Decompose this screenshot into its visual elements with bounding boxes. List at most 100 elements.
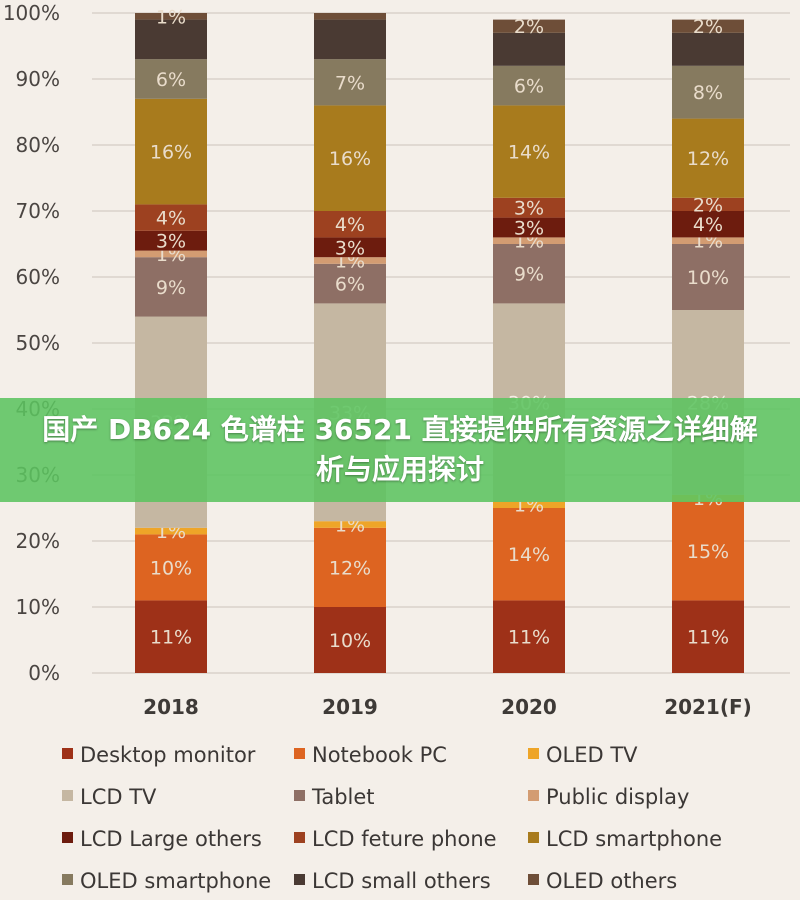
bar-segment: [672, 32, 744, 66]
legend-label: LCD Large others: [80, 827, 262, 851]
legend-label: Tablet: [311, 785, 375, 809]
bar-segment: [135, 230, 207, 251]
data-label: 2%: [693, 16, 723, 38]
data-label: 10%: [329, 630, 371, 652]
data-label: 14%: [508, 544, 550, 566]
bar-segment: [314, 13, 386, 20]
data-label: 6%: [156, 69, 186, 91]
legend-swatch: [62, 790, 73, 801]
y-tick-label: 80%: [16, 133, 60, 157]
data-label: 2%: [693, 194, 723, 216]
legend-label: LCD smartphone: [546, 827, 722, 851]
bar-segment: [314, 521, 386, 528]
legend-swatch: [294, 790, 305, 801]
y-tick-label: 90%: [16, 67, 60, 91]
data-label: 10%: [687, 267, 729, 289]
bar-segment: [135, 534, 207, 601]
bar-segment: [672, 65, 744, 119]
data-label: 4%: [156, 208, 186, 230]
banner-title: 国产 DB624 色谱柱 36521 直接提供所有资源之详细解析与应用探讨: [42, 413, 758, 486]
bar-segment: [493, 501, 565, 508]
data-label: 12%: [329, 557, 371, 579]
legend-label: LCD TV: [80, 785, 157, 809]
bar-segment: [314, 263, 386, 304]
bar-segment: [672, 600, 744, 673]
data-label: 10%: [150, 557, 192, 579]
legend-swatch: [62, 874, 73, 885]
data-label: 4%: [693, 214, 723, 236]
data-label: 11%: [687, 627, 729, 649]
bar-segment: [493, 105, 565, 198]
data-label: 16%: [150, 142, 192, 164]
bar-segment: [493, 32, 565, 66]
bar-segment: [672, 211, 744, 238]
bar-segment: [672, 118, 744, 198]
data-label: 4%: [335, 214, 365, 236]
legend-swatch: [528, 874, 539, 885]
bar-segment: [493, 244, 565, 304]
bar-segment: [493, 19, 565, 33]
data-label: 6%: [514, 76, 544, 98]
y-tick-label: 60%: [16, 265, 60, 289]
data-label: 11%: [150, 627, 192, 649]
bar-segment: [672, 19, 744, 33]
bar-segment: [314, 257, 386, 264]
data-label: 6%: [335, 274, 365, 296]
data-label: 3%: [514, 198, 544, 220]
bar-segment: [493, 508, 565, 601]
bar-segment: [135, 204, 207, 231]
data-label: 14%: [508, 142, 550, 164]
y-tick-label: 0%: [28, 661, 60, 685]
bar-segment: [314, 19, 386, 60]
data-label: 3%: [514, 218, 544, 240]
data-label: 3%: [335, 237, 365, 259]
bar-segment: [135, 13, 207, 20]
bar-segment: [314, 607, 386, 673]
bar-segment: [493, 217, 565, 238]
bar-segment: [493, 600, 565, 673]
legend-label: OLED smartphone: [80, 869, 271, 893]
bar-segment: [672, 244, 744, 310]
y-tick-label: 50%: [16, 331, 60, 355]
legend-swatch: [62, 748, 73, 759]
y-tick-label: 100%: [3, 1, 60, 25]
bar-segment: [135, 257, 207, 317]
legend-swatch: [528, 790, 539, 801]
legend-swatch: [62, 832, 73, 843]
bar-segment: [672, 501, 744, 601]
y-tick-label: 10%: [16, 595, 60, 619]
data-label: 2%: [514, 16, 544, 38]
data-label: 3%: [156, 231, 186, 253]
legend-label: Notebook PC: [312, 743, 447, 767]
bar-segment: [135, 19, 207, 60]
bar-segment: [672, 197, 744, 211]
bar-segment: [493, 237, 565, 244]
data-label: 16%: [329, 148, 371, 170]
bar-segment: [135, 527, 207, 535]
data-label: 1%: [156, 6, 186, 28]
x-tick-label: 2019: [322, 695, 378, 719]
data-label: 7%: [335, 72, 365, 94]
legend-swatch: [294, 748, 305, 759]
bar-segment: [314, 527, 386, 607]
bar-segment: [314, 211, 386, 238]
legend-swatch: [528, 748, 539, 759]
bar-segment: [493, 197, 565, 218]
legend-label: LCD feture phone: [312, 827, 497, 851]
data-label: 15%: [687, 541, 729, 563]
bar-segment: [314, 237, 386, 258]
bar-segment: [135, 59, 207, 99]
bar-segment: [135, 98, 207, 205]
data-label: 8%: [693, 82, 723, 104]
x-tick-label: 2020: [501, 695, 557, 719]
data-label: 11%: [508, 627, 550, 649]
legend-label: Public display: [546, 785, 689, 809]
bar-segment: [135, 600, 207, 673]
y-tick-label: 70%: [16, 199, 60, 223]
bar-segment: [493, 65, 565, 106]
bar-segment: [135, 250, 207, 258]
data-label: 9%: [514, 264, 544, 286]
bar-segment: [314, 105, 386, 211]
title-banner: 国产 DB624 色谱柱 36521 直接提供所有资源之详细解析与应用探讨: [0, 398, 800, 502]
legend-label: Desktop monitor: [80, 743, 256, 767]
